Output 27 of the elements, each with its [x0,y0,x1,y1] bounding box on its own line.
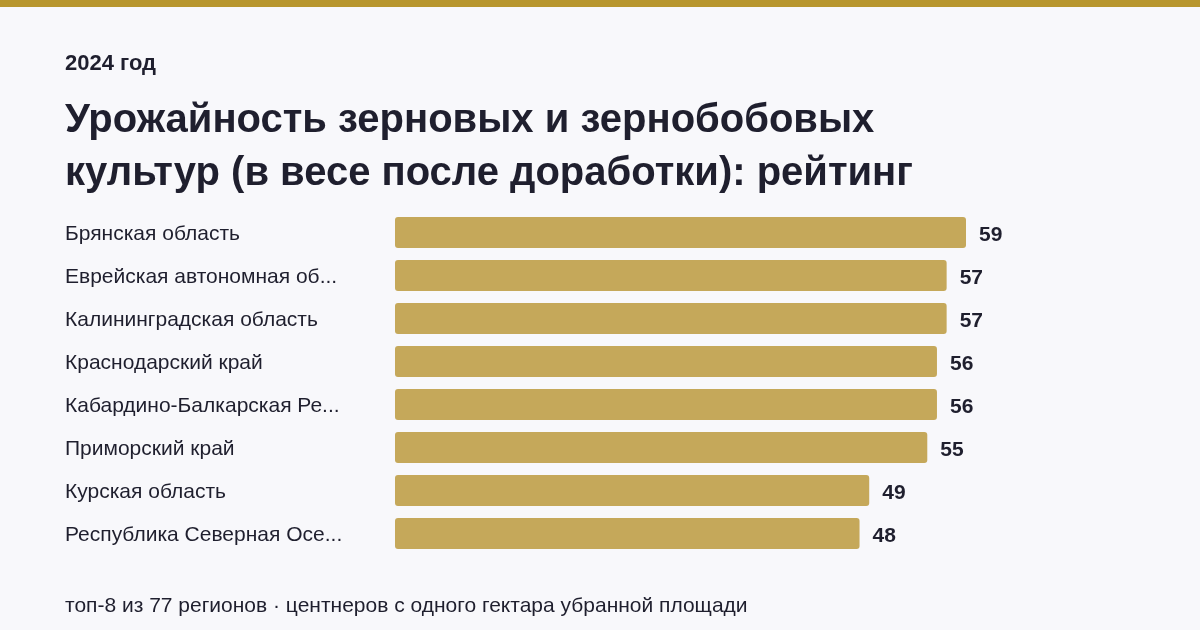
y-tick-label: Калининградская область [65,306,318,330]
bar [395,389,937,420]
data-label: 56 [949,350,974,374]
y-tick-label: Еврейская автономная об... [65,263,338,287]
data-label: 49 [882,479,906,503]
y-tick-label: Краснодарский край [65,349,263,373]
data-label: 56 [949,393,974,417]
bar [395,518,860,549]
data-label: 55 [940,436,964,460]
bar [395,346,937,377]
chart-title: Урожайность зерновых и зернобобовых культур (в весе после доработки): рейтинг [65,96,913,193]
y-tick-label: Брянская область [65,220,241,244]
data-label: 48 [872,522,897,546]
data-label: 57 [959,307,983,331]
data-label: 57 [959,264,983,288]
bar [395,260,947,291]
bar [395,475,870,506]
bar [395,217,966,248]
bar [395,432,928,463]
bar [395,303,947,334]
y-tick-label: Приморский край [65,435,235,459]
data-label: 59 [979,221,1003,245]
y-tick-label: Курская область [65,478,227,502]
y-tick-label: Кабардино-Балкарская Ре... [65,392,340,416]
text: 2024 год [65,50,157,75]
text: топ-8 из 77 регионов · центнеров с одного гектара убранной площади [65,593,748,616]
y-tick-label: Республика Северная Осе... [65,521,343,545]
